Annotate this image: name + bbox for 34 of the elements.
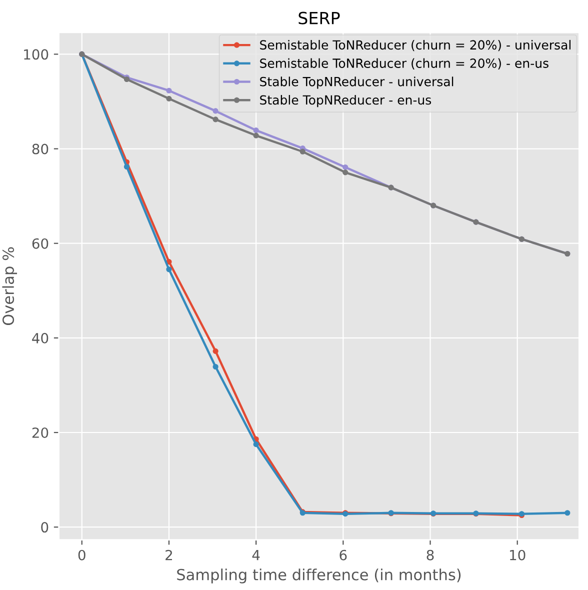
x-tick-label: 4: [252, 550, 260, 560]
y-tick-label: 40: [32, 332, 48, 344]
point: [253, 442, 259, 448]
point: [342, 164, 348, 170]
y-tick-label: 0: [41, 522, 48, 533]
chart-title: SERP: [298, 12, 340, 24]
point: [212, 364, 218, 370]
y-axis-title: Overlap %: [2, 247, 18, 326]
y-tick-label: 80: [32, 144, 48, 154]
point: [253, 128, 259, 134]
x-tick-label: 0: [78, 550, 86, 560]
legend-label: Semistable ToNReducer (churn = 20%) - en-us: [260, 58, 548, 70]
y-tick-label: 20: [32, 427, 48, 438]
point: [564, 510, 570, 516]
point: [166, 96, 172, 102]
x-tick-label: 6: [340, 550, 347, 560]
y-tick-label: 100: [24, 49, 48, 60]
x-axis-title: Sampling time difference (in months): [177, 568, 461, 584]
x-tick-label: 2: [166, 550, 172, 560]
point: [212, 116, 218, 122]
legend-label: Semistable ToNReducer (churn = 20%) - universal: [260, 40, 571, 52]
x-tick-label: 10: [510, 550, 526, 560]
legend-label: Stable TopNReducer - en-us: [260, 94, 432, 108]
y-tick-label: 60: [32, 238, 48, 249]
point: [212, 348, 218, 354]
point: [166, 266, 172, 272]
point: [342, 170, 348, 176]
point: [124, 164, 130, 170]
legend-label: Stable TopNReducer - universal: [260, 76, 454, 89]
x-tick-label: 8: [426, 550, 434, 560]
point: [166, 88, 172, 94]
point: [212, 108, 218, 114]
point: [253, 132, 259, 138]
point: [300, 148, 306, 154]
